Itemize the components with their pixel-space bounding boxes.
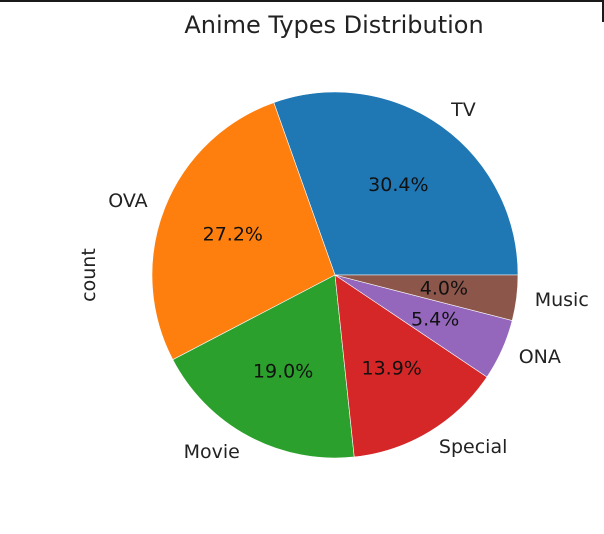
slice-percent-tv: 30.4% xyxy=(368,174,428,196)
slice-label-tv: TV xyxy=(450,99,476,121)
pie-slice-ova xyxy=(151,102,336,361)
slice-label-ova: OVA xyxy=(108,190,147,212)
slice-label-ona: ONA xyxy=(519,346,561,368)
pie-percent-labels: 30.4% 27.2% 19.0% 13.9% 5.4% 4.0% xyxy=(203,174,468,382)
pie-slice-movie xyxy=(172,274,355,459)
slice-label-music: Music xyxy=(535,289,589,311)
slice-label-movie: Movie xyxy=(184,441,240,463)
y-axis-label: count xyxy=(78,248,100,302)
slice-percent-music: 4.0% xyxy=(420,277,468,299)
slice-label-special: Special xyxy=(439,436,507,458)
frame-top-border xyxy=(0,0,604,2)
chart-title: Anime Types Distribution xyxy=(184,11,483,39)
pie-labels: TV OVA Movie Special ONA Music xyxy=(108,99,589,463)
slice-percent-ona: 5.4% xyxy=(411,308,459,330)
frame-right-border xyxy=(602,0,604,22)
slice-percent-special: 13.9% xyxy=(362,358,422,380)
slice-percent-movie: 19.0% xyxy=(253,360,313,382)
pie-slice-special xyxy=(334,274,488,458)
pie-slice-tv xyxy=(273,91,519,276)
slice-percent-ova: 27.2% xyxy=(203,223,263,245)
pie-slices xyxy=(151,91,519,459)
pie-slice-music xyxy=(334,274,519,321)
